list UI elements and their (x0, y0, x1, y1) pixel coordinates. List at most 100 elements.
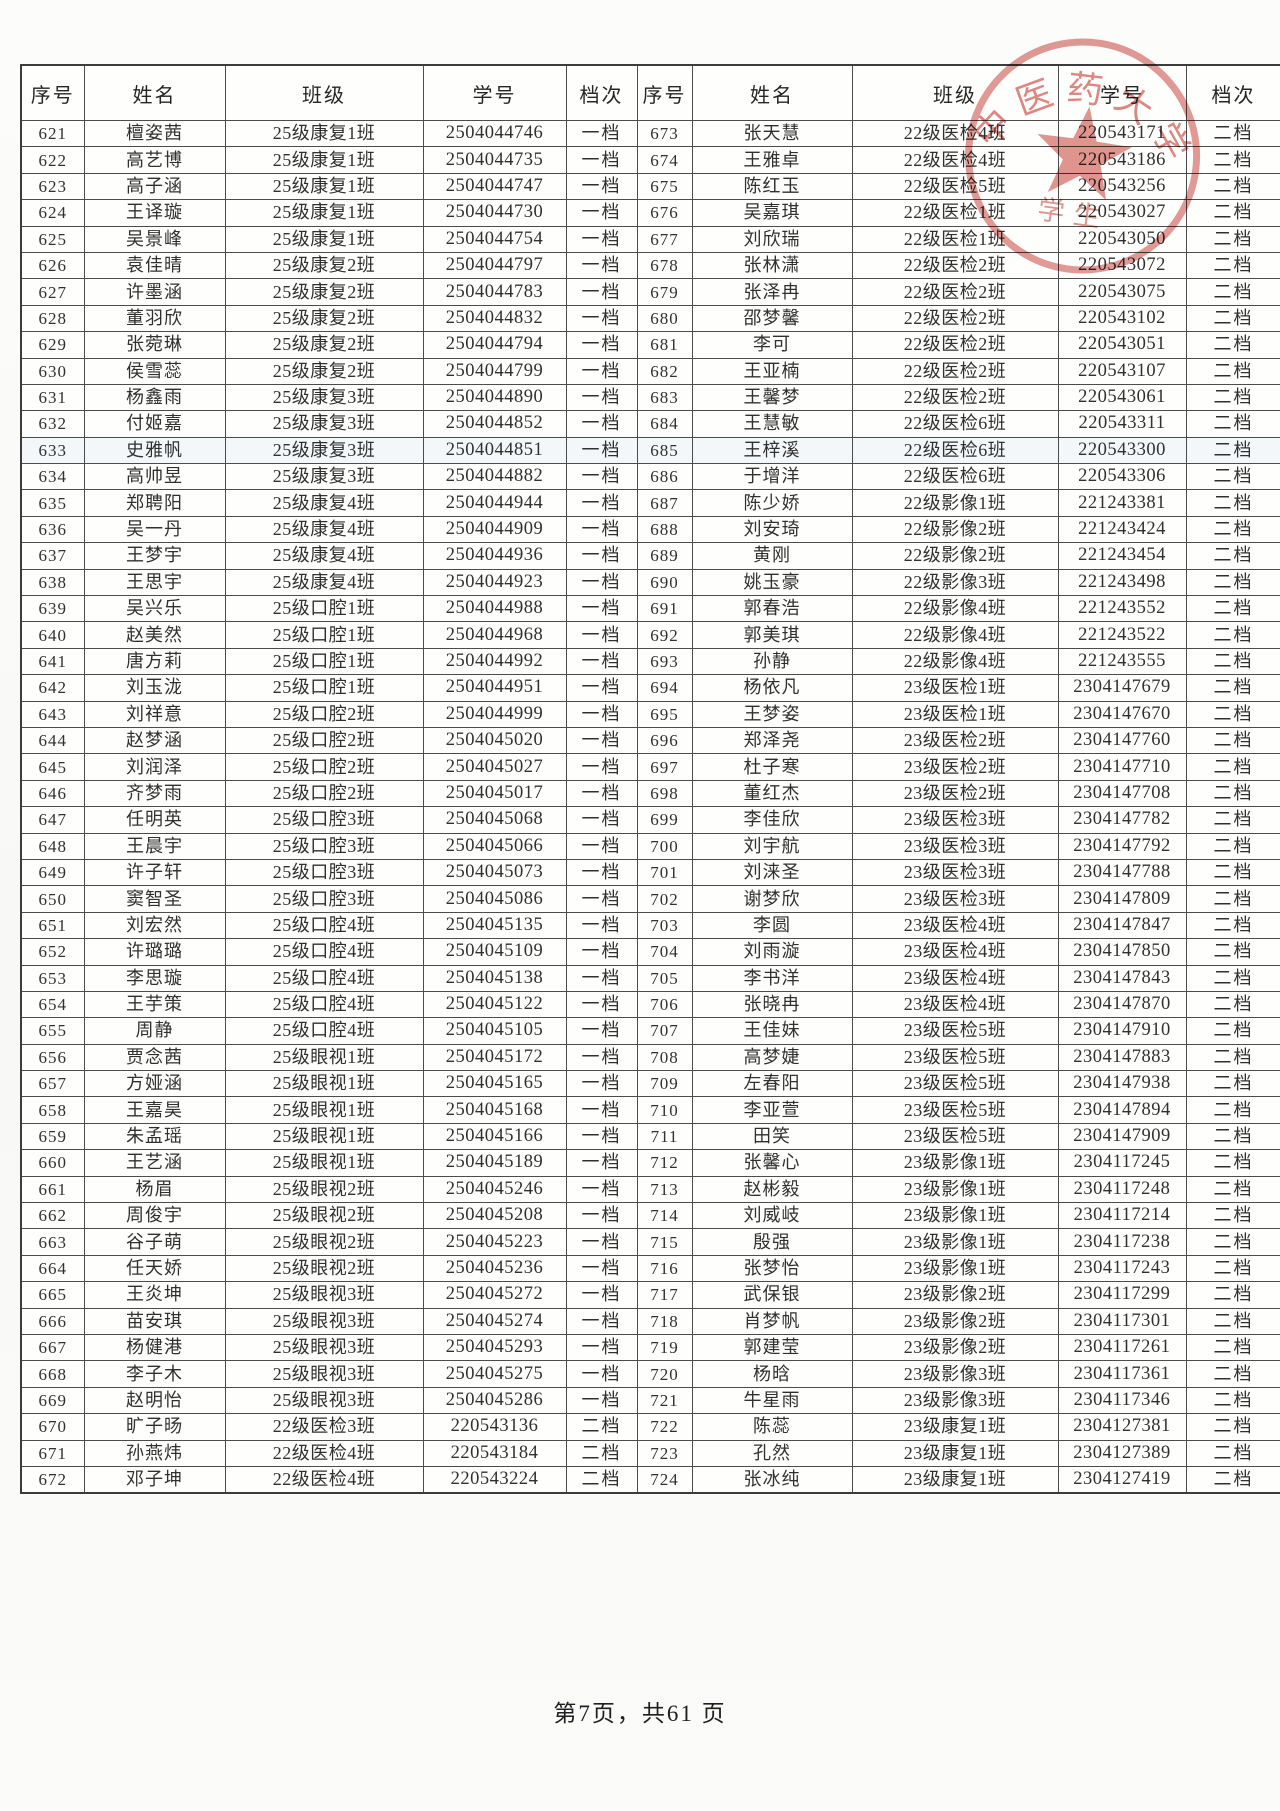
cell-tier: 一档 (565, 595, 638, 623)
cell-tier: 二档 (1185, 463, 1280, 491)
cell-name: 张晓冉 (691, 990, 853, 1019)
header-name-left: 姓名 (83, 64, 226, 121)
cell-id: 2504045105 (422, 1017, 567, 1045)
table-row: 621 檀姿茜 25级康复1班 2504044746 一档 673 张天慧 22级医检4班 22… (20, 119, 1280, 148)
cell-seq: 623 (20, 172, 85, 201)
cell-id: 2304117361 (1057, 1360, 1187, 1388)
cell-id: 2504045293 (422, 1333, 567, 1362)
cell-name: 檀姿茜 (83, 119, 226, 148)
cell-id: 220543224 (422, 1465, 567, 1494)
cell-id: 2504045020 (422, 726, 567, 755)
cell-seq: 634 (20, 463, 85, 491)
table-row: 663 谷子萌 25级眼视2班 2504045223 一档 715 殷强 23级影像1班 230… (20, 1228, 1280, 1256)
cell-id: 2504044909 (422, 515, 567, 544)
cell-class: 25级口腔1班 (224, 595, 424, 623)
cell-name: 李思璇 (83, 964, 226, 992)
cell-id: 220543171 (1057, 119, 1187, 148)
table-row: 652 许璐璐 25级口腔4班 2504045109 一档 704 刘雨漩 23级医检4班 23… (20, 938, 1280, 966)
cell-tier: 二档 (1185, 911, 1280, 940)
cell-name: 李亚萱 (691, 1096, 853, 1124)
cell-class: 25级眼视3班 (224, 1281, 424, 1309)
cell-class: 23级影像1班 (851, 1202, 1059, 1230)
cell-class: 25级口腔1班 (224, 674, 424, 702)
cell-class: 25级眼视2班 (224, 1175, 424, 1204)
cell-tier: 二档 (565, 1465, 638, 1494)
cell-name: 姚玉豪 (691, 568, 853, 597)
cell-name: 郭建莹 (691, 1333, 853, 1362)
cell-name: 李佳欣 (691, 806, 853, 834)
cell-name: 刘祥意 (83, 700, 226, 728)
cell-id: 2304147792 (1057, 832, 1187, 860)
cell-seq: 698 (636, 779, 693, 808)
cell-tier: 一档 (565, 515, 638, 544)
cell-tier: 一档 (565, 278, 638, 306)
cell-tier: 一档 (565, 806, 638, 834)
cell-class: 25级康复1班 (224, 172, 424, 201)
cell-id: 220543050 (1057, 225, 1187, 253)
cell-id: 220543306 (1057, 463, 1187, 491)
cell-tier: 一档 (565, 1228, 638, 1256)
cell-id: 2304147870 (1057, 990, 1187, 1019)
cell-seq: 638 (20, 568, 85, 597)
cell-id: 2504045272 (422, 1281, 567, 1309)
cell-class: 22级医检4班 (224, 1439, 424, 1467)
header-tier-right: 档次 (1185, 64, 1280, 121)
cell-class: 25级康复3班 (224, 436, 424, 465)
cell-name: 刘宏然 (83, 911, 226, 940)
cell-id: 2304117214 (1057, 1202, 1187, 1230)
cell-name: 张天慧 (691, 119, 853, 148)
cell-id: 2504044882 (422, 463, 567, 491)
cell-class: 23级医检3班 (851, 858, 1059, 887)
cell-name: 李子木 (83, 1360, 226, 1388)
cell-tier: 一档 (565, 1175, 638, 1204)
cell-tier: 二档 (1185, 779, 1280, 808)
cell-id: 2304117261 (1057, 1333, 1187, 1362)
cell-id: 2504045135 (422, 911, 567, 940)
page-footer: 第7页，共61 页 (553, 1701, 727, 1726)
cell-seq: 635 (20, 489, 85, 517)
cell-name: 李可 (691, 331, 853, 359)
cell-id: 2304117299 (1057, 1281, 1187, 1309)
cell-name: 张馨心 (691, 1149, 853, 1177)
cell-name: 王晨宇 (83, 832, 226, 860)
cell-seq: 648 (20, 832, 85, 860)
cell-name: 高子涵 (83, 172, 226, 201)
table-row: 633 史雅帆 25级康复3班 2504044851 一档 685 王梓溪 22级医检6班 22… (20, 436, 1280, 465)
table-row: 622 高艺博 25级康复1班 2504044735 一档 674 王雅卓 22级医检4班 22… (20, 146, 1280, 174)
cell-name: 王亚楠 (691, 357, 853, 385)
cell-name: 吴景峰 (83, 225, 226, 253)
cell-tier: 一档 (565, 1017, 638, 1045)
cell-class: 23级医检5班 (851, 1017, 1059, 1045)
cell-id: 2304147710 (1057, 753, 1187, 781)
cell-tier: 一档 (565, 331, 638, 359)
cell-name: 张泽冉 (691, 278, 853, 306)
cell-class: 23级医检3班 (851, 885, 1059, 913)
cell-name: 齐梦雨 (83, 779, 226, 808)
cell-class: 25级口腔2班 (224, 726, 424, 755)
cell-class: 22级影像1班 (851, 489, 1059, 517)
cell-id: 220543051 (1057, 331, 1187, 359)
cell-class: 25级眼视1班 (224, 1122, 424, 1151)
cell-name: 黄刚 (691, 542, 853, 570)
cell-seq: 641 (20, 647, 85, 676)
cell-tier: 二档 (1185, 1122, 1280, 1151)
cell-seq: 665 (20, 1281, 85, 1309)
cell-seq: 707 (636, 1017, 693, 1045)
cell-class: 25级康复4班 (224, 542, 424, 570)
cell-seq: 640 (20, 621, 85, 649)
cell-id: 220543027 (1057, 199, 1187, 227)
cell-class: 25级康复3班 (224, 463, 424, 491)
cell-id: 2504045109 (422, 938, 567, 966)
cell-seq: 645 (20, 753, 85, 781)
cell-seq: 655 (20, 1017, 85, 1045)
cell-id: 2504045166 (422, 1122, 567, 1151)
cell-tier: 一档 (565, 1254, 638, 1283)
cell-class: 23级医检5班 (851, 1070, 1059, 1098)
cell-name: 王炎坤 (83, 1281, 226, 1309)
cell-name: 高梦婕 (691, 1043, 853, 1072)
table-row: 624 王译璇 25级康复1班 2504044730 一档 676 吴嘉琪 22级医检1班 22… (20, 199, 1280, 227)
cell-name: 杨鑫雨 (83, 383, 226, 412)
cell-name: 李书洋 (691, 964, 853, 992)
cell-id: 221243552 (1057, 595, 1187, 623)
cell-class: 23级医检1班 (851, 674, 1059, 702)
